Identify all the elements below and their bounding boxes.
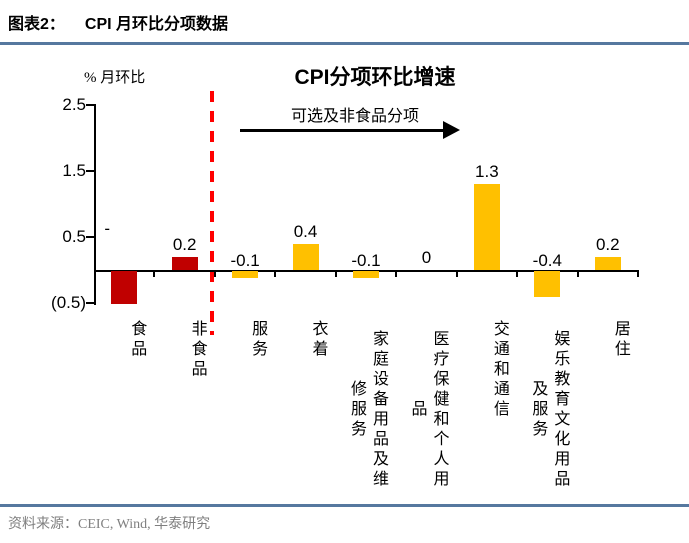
bar-value-label: -0.1 xyxy=(230,251,260,270)
bar-value-label: 0 xyxy=(421,248,432,267)
chart-bar xyxy=(353,271,379,278)
right-arrow-shaft xyxy=(240,129,444,132)
y-tick-mark xyxy=(86,236,95,238)
x-tick-mark xyxy=(274,272,277,277)
x-tick-mark xyxy=(637,272,639,277)
x-tick-mark xyxy=(213,272,216,277)
y-tick-mark xyxy=(86,302,95,304)
bar-value-label: - xyxy=(104,219,111,238)
source-note: 资料来源：CEIC, Wind, 华泰研究 xyxy=(8,517,211,532)
header-rule xyxy=(0,42,689,45)
bar-value-label: -0.4 xyxy=(532,251,562,270)
chart-bar xyxy=(171,256,198,270)
bar-value-label: -0.1 xyxy=(351,251,381,270)
category-label: 非食品 xyxy=(188,320,206,380)
chart-bar xyxy=(111,271,138,304)
x-tick-mark xyxy=(455,272,458,277)
y-axis xyxy=(94,104,96,305)
x-tick-mark xyxy=(153,272,156,277)
category-label: 居住 xyxy=(611,320,629,360)
chart-bar xyxy=(594,256,621,270)
category-label: 服务 xyxy=(249,320,267,360)
x-tick-mark xyxy=(395,272,398,277)
figure-number-label: 图表2： xyxy=(8,16,65,33)
y-tick-label: (0.5) xyxy=(51,293,86,312)
x-tick-mark xyxy=(334,272,337,277)
x-tick-mark xyxy=(516,272,519,277)
y-tick-label: 0.5 xyxy=(62,227,86,246)
cpi-bar-chart: % 月环比 CPI分项环比增速 可选及非食品分项 2.5 1.5 0.5 (0.5) -… xyxy=(51,66,639,490)
category-label: 娱乐教育文化用品 及服务 xyxy=(529,330,569,490)
food-nonfood-separator-line xyxy=(210,91,214,335)
category-label: 衣着 xyxy=(309,320,327,360)
y-tick-label: 1.5 xyxy=(62,161,86,180)
footer-rule xyxy=(0,504,689,507)
chart-title: CPI分项环比增速 xyxy=(294,66,456,89)
category-label: 家庭设备用品及维 修服务 xyxy=(348,330,387,490)
bar-value-label: 1.3 xyxy=(475,162,499,182)
chart-bar xyxy=(534,271,561,298)
chart-bar xyxy=(292,243,319,270)
category-label: 交通和通信 xyxy=(490,320,508,420)
category-label: 医疗保健和个人用 品 xyxy=(408,330,448,490)
y-axis-unit-label: % 月环比 xyxy=(84,70,146,86)
y-tick-mark xyxy=(86,104,95,106)
y-tick-label: 2.5 xyxy=(62,95,86,114)
chart-bar xyxy=(473,184,500,270)
chart-annotation: 可选及非食品分项 xyxy=(290,108,419,125)
bar-value-label: 0.4 xyxy=(293,221,318,241)
x-tick-mark xyxy=(576,272,579,277)
bar-value-label: 0.2 xyxy=(595,234,620,254)
category-label: 食品 xyxy=(128,320,146,360)
bar-value-label: 0.2 xyxy=(172,234,197,254)
y-tick-mark xyxy=(86,170,95,172)
right-arrow-icon xyxy=(443,121,460,139)
figure-title: CPI 月环比分项数据 xyxy=(84,16,229,33)
chart-bar xyxy=(232,271,259,278)
figure-header: 图表2： CPI 月环比分项数据 xyxy=(8,10,228,34)
